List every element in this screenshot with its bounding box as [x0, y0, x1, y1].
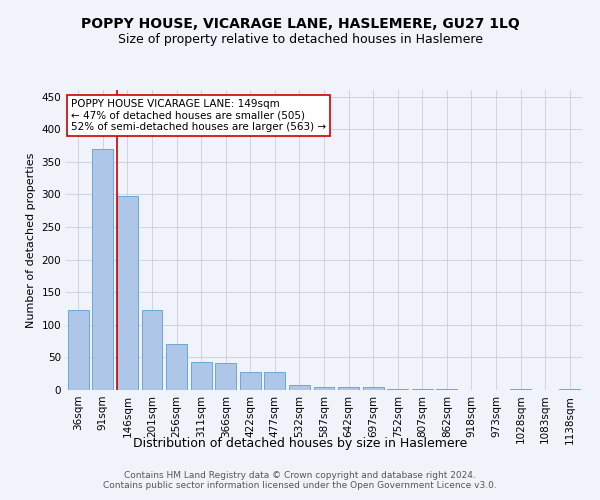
Bar — [559, 388, 580, 390]
Text: POPPY HOUSE VICARAGE LANE: 149sqm
← 47% of detached houses are smaller (505)
52%: POPPY HOUSE VICARAGE LANE: 149sqm ← 47% … — [71, 99, 326, 132]
Bar — [265, 372, 286, 390]
Bar — [117, 196, 138, 390]
Bar — [215, 362, 236, 390]
Bar — [166, 344, 187, 390]
Text: Distribution of detached houses by size in Haslemere: Distribution of detached houses by size … — [133, 438, 467, 450]
Bar — [289, 385, 310, 390]
Bar — [92, 148, 113, 390]
Bar — [387, 388, 408, 390]
Bar — [338, 386, 359, 390]
Text: Contains HM Land Registry data © Crown copyright and database right 2024.
Contai: Contains HM Land Registry data © Crown c… — [103, 470, 497, 490]
Text: Size of property relative to detached houses in Haslemere: Size of property relative to detached ho… — [118, 32, 482, 46]
Bar — [362, 386, 383, 390]
Text: POPPY HOUSE, VICARAGE LANE, HASLEMERE, GU27 1LQ: POPPY HOUSE, VICARAGE LANE, HASLEMERE, G… — [80, 18, 520, 32]
Bar — [510, 388, 531, 390]
Bar — [191, 362, 212, 390]
Bar — [240, 372, 261, 390]
Y-axis label: Number of detached properties: Number of detached properties — [26, 152, 36, 328]
Bar — [68, 310, 89, 390]
Bar — [314, 386, 334, 390]
Bar — [142, 310, 163, 390]
